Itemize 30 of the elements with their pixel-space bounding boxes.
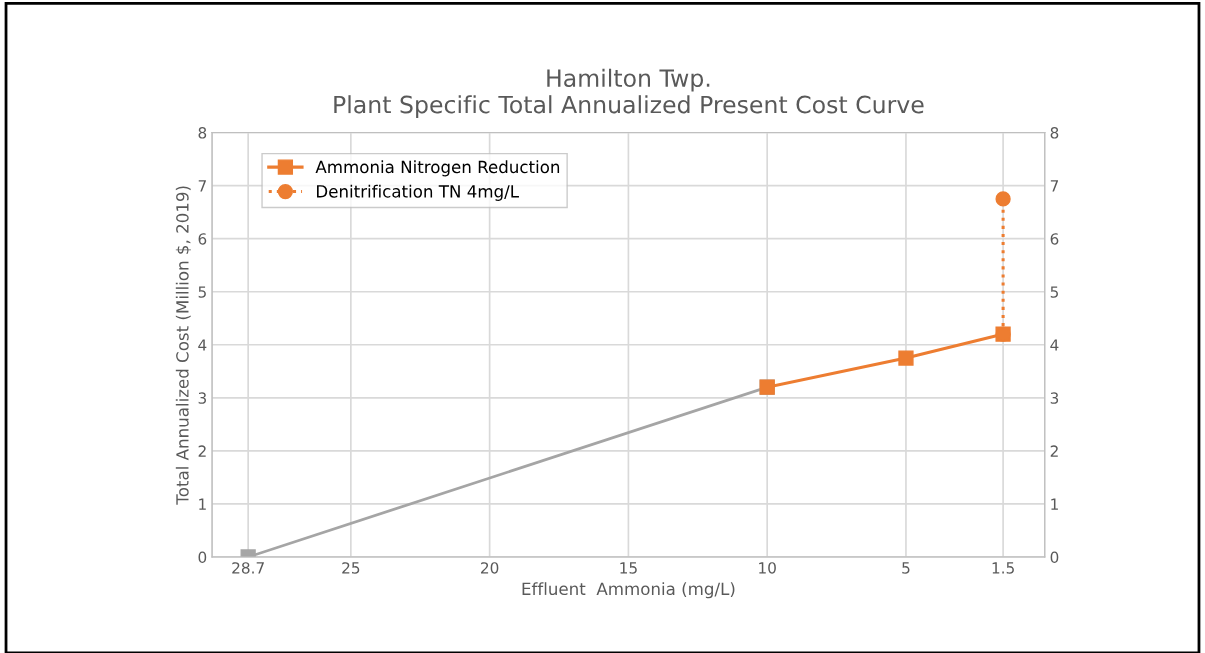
y-tick-label: 1: [199, 498, 206, 510]
x-tick-label: 10: [759, 562, 776, 574]
y2-tick-label: 4: [1050, 339, 1059, 351]
y2-tick-label: 0: [1050, 551, 1059, 564]
y-tick-label: 5: [198, 286, 206, 298]
x-tick-label: 1.5: [992, 562, 1014, 574]
y-tick-label: 0: [198, 551, 207, 564]
x-tick-label: 5: [902, 562, 910, 574]
y-tick-label: 2: [198, 445, 206, 457]
x-tick-label: 20: [481, 562, 499, 574]
y-tick-label: 3: [198, 392, 206, 404]
y2-tick-label: 6: [1050, 233, 1059, 245]
y-tick-label: 8: [198, 127, 207, 139]
chart-title: Hamilton Twp. Plant Specific Total Annualized Present Cost Curve: [334, 68, 924, 119]
x-tick-label: 28.7: [232, 562, 264, 574]
y2-tick-label: 5: [1050, 286, 1058, 298]
y2-tick-label: 3: [1050, 392, 1059, 404]
y2-tick-label: 1: [1051, 498, 1058, 510]
y-tick-label: 6: [198, 233, 207, 245]
y2-tick-label: 8: [1050, 127, 1059, 139]
x-tick-label: 15: [620, 562, 637, 574]
y-axis-title: Total Annualized Cost (Million $, 2019): [175, 186, 191, 505]
legend-label: Denitrification TN 4mg/L: [317, 184, 519, 201]
y-tick-label: 7: [198, 180, 206, 192]
y-tick-label: 4: [198, 339, 207, 351]
x-tick-label: 25: [342, 562, 360, 574]
y2-tick-label: 2: [1050, 445, 1058, 457]
y2-tick-label: 7: [1050, 180, 1059, 192]
legend-label: Ammonia Nitrogen Reduction: [315, 160, 560, 177]
x-axis-title: Effluent Ammonia (mg/L): [522, 582, 735, 599]
